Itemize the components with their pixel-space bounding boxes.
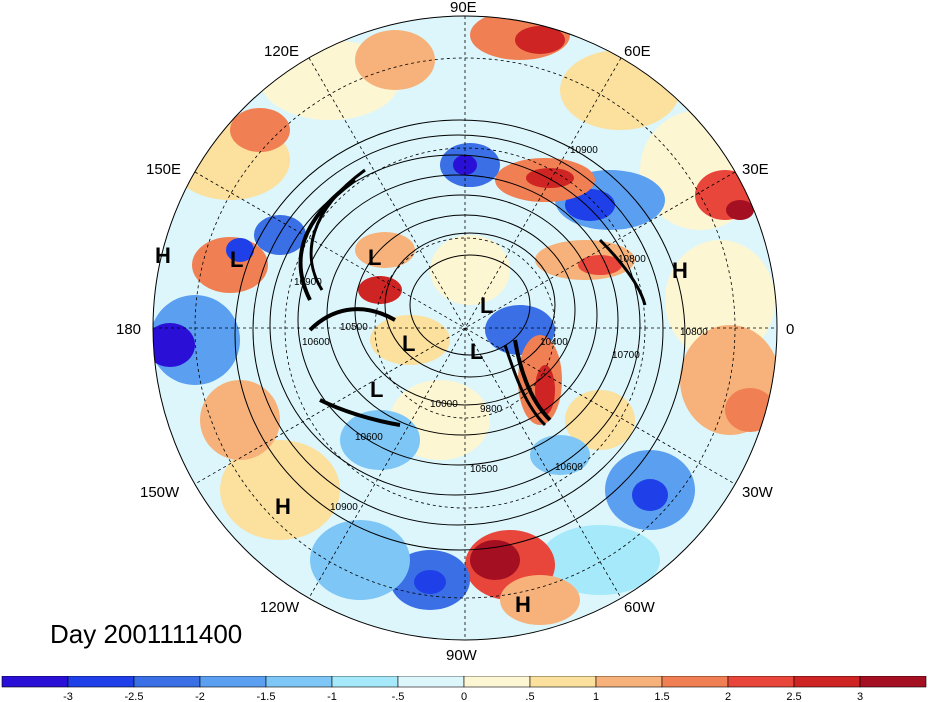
geopotential-contours [234, 119, 686, 551]
contour-label: 10500 [470, 464, 498, 475]
colorbar-box [793, 676, 861, 688]
low-pressure-marker: L [480, 293, 493, 318]
colorbar-tick-label: 3 [857, 691, 863, 702]
colorbar-tick-label: 0 [461, 691, 467, 702]
high-pressure-marker: H [155, 243, 171, 268]
low-pressure-marker: L [370, 377, 383, 402]
colorbar-box [529, 676, 597, 688]
colorbar-box [727, 676, 795, 688]
low-pressure-marker: L [470, 339, 483, 364]
longitude-label: 120W [260, 599, 300, 616]
longitude-label: 150E [146, 161, 181, 178]
contour-labels: 10900 10800 10700 10600 10500 10400 1000… [294, 145, 708, 513]
colorbar: -3 -2.5 -2 -1.5 -1 -.5 0 .5 1 1.5 2 2.5 3 [1, 676, 927, 702]
contour-label: 10900 [570, 145, 598, 156]
contour-label: 10600 [355, 432, 383, 443]
longitude-label: 180 [116, 321, 141, 338]
pressure-system-labels: H L L L L L L H H H [155, 243, 688, 617]
date-label: Day 2001111400 [50, 619, 243, 649]
longitude-label: 90E [450, 0, 477, 16]
longitude-label: 60W [624, 599, 656, 616]
colorbar-box [859, 676, 927, 688]
colorbar-box [133, 676, 201, 688]
colorbar-box [199, 676, 267, 688]
map-boundary [152, 15, 778, 641]
colorbar-tick-label: -1.5 [257, 691, 276, 702]
longitude-label: 0 [786, 321, 794, 338]
colorbar-box [67, 676, 135, 688]
high-pressure-marker: H [275, 494, 291, 519]
colorbar-box [595, 676, 663, 688]
colorbar-tick-label: -2.5 [125, 691, 144, 702]
high-pressure-marker: H [672, 258, 688, 283]
low-pressure-marker: L [368, 245, 381, 270]
longitude-label: 30W [742, 484, 774, 501]
longitude-label: 90W [446, 647, 478, 664]
longitude-label: 120E [264, 43, 299, 60]
contour-label: 10000 [430, 399, 458, 410]
contour-label: 10900 [330, 502, 358, 513]
colorbar-box [265, 676, 333, 688]
colorbar-tick-label: -2 [195, 691, 205, 702]
colorbar-tick-label: -1 [327, 691, 337, 702]
graticule [153, 16, 777, 640]
colorbar-box [463, 676, 531, 688]
colorbar-tick-label: 1.5 [654, 691, 669, 702]
high-pressure-marker: H [515, 592, 531, 617]
contour-label: 10500 [340, 322, 368, 333]
contour-label: 10600 [555, 462, 583, 473]
low-pressure-marker: L [230, 247, 243, 272]
longitude-label: 30E [742, 161, 769, 178]
polar-map: 10900 10800 10700 10600 10500 10400 1000… [116, 0, 794, 664]
colorbar-boxes [1, 676, 927, 688]
colorbar-box [661, 676, 729, 688]
contour-label: 10900 [294, 277, 322, 288]
colorbar-tick-label: -.5 [392, 691, 405, 702]
colorbar-tick-label: .5 [525, 691, 534, 702]
colorbar-tick-label: -3 [63, 691, 73, 702]
longitude-label: 60E [624, 43, 651, 60]
contour-label: 10800 [680, 327, 708, 338]
longitude-labels: 90E 60E 30E 0 30W 60W 90W 120W 150W 180 … [116, 0, 794, 664]
low-pressure-marker: L [402, 331, 415, 356]
colorbar-box [1, 676, 69, 688]
colorbar-tick-labels: -3 -2.5 -2 -1.5 -1 -.5 0 .5 1 1.5 2 2.5 3 [63, 691, 863, 702]
contour-label: 10600 [302, 337, 330, 348]
contour-label: 9800 [480, 404, 503, 415]
longitude-label: 150W [140, 484, 180, 501]
colorbar-box [331, 676, 399, 688]
colorbar-tick-label: 2 [725, 691, 731, 702]
colorbar-tick-label: 2.5 [786, 691, 801, 702]
contour-label: 10800 [618, 254, 646, 265]
contour-label: 10700 [612, 350, 640, 361]
colorbar-box [397, 676, 465, 688]
colorbar-tick-label: 1 [593, 691, 599, 702]
